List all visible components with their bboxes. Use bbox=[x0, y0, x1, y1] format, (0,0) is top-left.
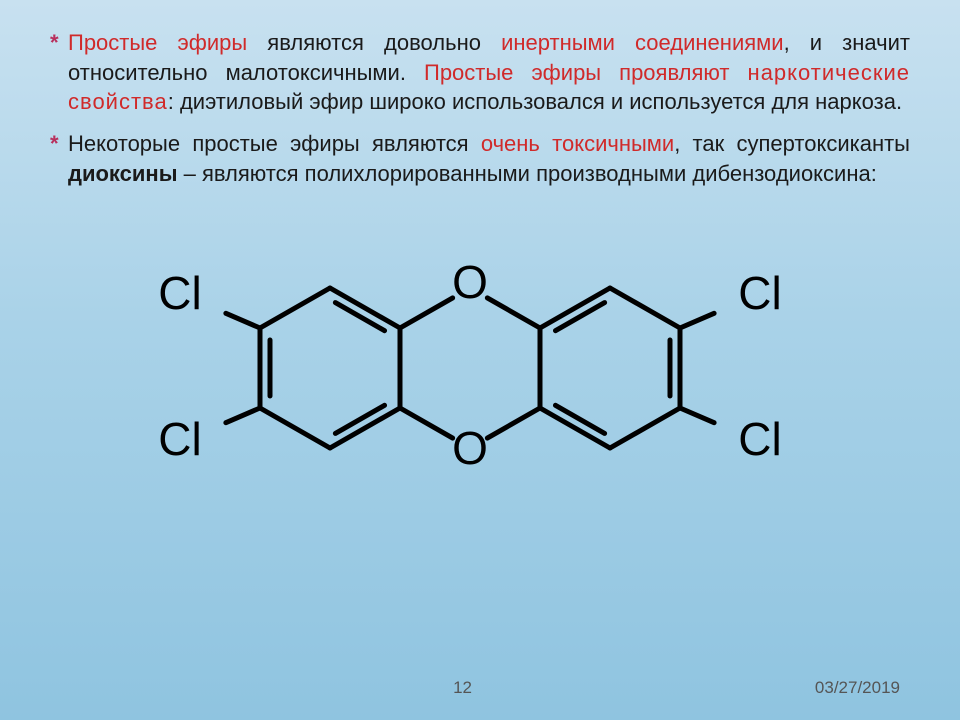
p1-t3: инертными соединениями bbox=[501, 30, 784, 55]
page-number: 12 bbox=[0, 678, 480, 698]
slide-content: Простые эфиры являются довольно инертным… bbox=[0, 0, 960, 518]
slide-footer: 12 03/27/2019 bbox=[0, 678, 960, 698]
svg-text:O: O bbox=[452, 423, 488, 475]
svg-text:Cl: Cl bbox=[738, 414, 781, 466]
dioxin-structure: O O Cl Cl Cl Cl bbox=[140, 228, 820, 518]
svg-text:Cl: Cl bbox=[738, 268, 781, 320]
p2-t5: – являются полихлорированными производны… bbox=[177, 161, 876, 186]
svg-text:O: O bbox=[452, 257, 488, 309]
p1-t7: : диэтиловый эфир широко использовался и… bbox=[168, 89, 902, 114]
paragraph-1: Простые эфиры являются довольно инертным… bbox=[50, 28, 910, 117]
p1-t5: Простые эфиры проявляют bbox=[424, 60, 748, 85]
slide-date: 03/27/2019 bbox=[480, 678, 960, 698]
p1-t1: Простые эфиры bbox=[68, 30, 247, 55]
svg-text:Cl: Cl bbox=[158, 268, 201, 320]
molecule-container: O O Cl Cl Cl Cl bbox=[50, 228, 910, 518]
p2-t4: диоксины bbox=[68, 161, 177, 186]
p2-t2: очень токсичными bbox=[481, 131, 674, 156]
p2-t1: Некоторые простые эфиры являются bbox=[68, 131, 481, 156]
paragraph-2: Некоторые простые эфиры являются очень т… bbox=[50, 129, 910, 188]
svg-text:Cl: Cl bbox=[158, 414, 201, 466]
p2-t3: , так супертоксиканты bbox=[674, 131, 910, 156]
p1-t2: являются довольно bbox=[247, 30, 501, 55]
